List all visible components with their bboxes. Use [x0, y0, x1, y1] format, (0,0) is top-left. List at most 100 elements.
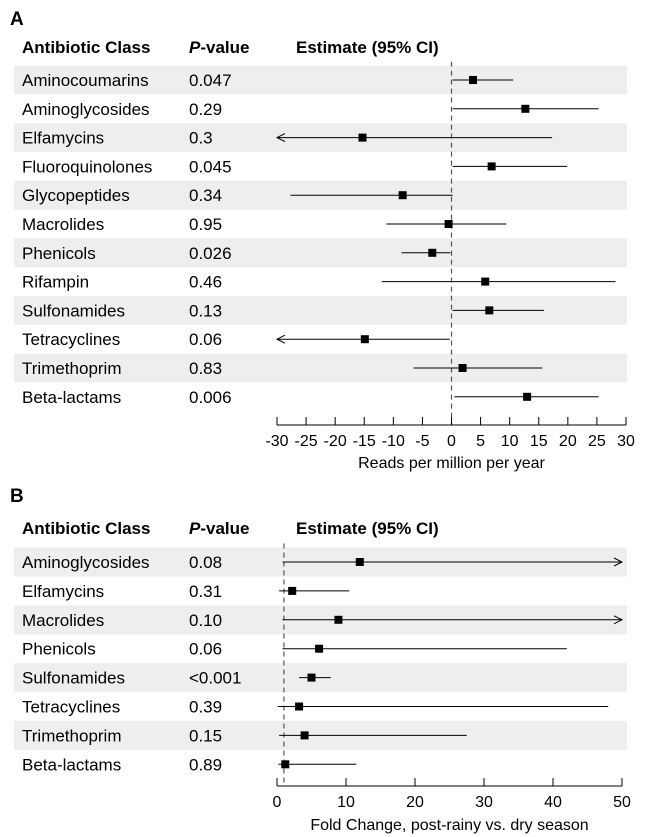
- p-value-label: 0.006: [189, 388, 232, 407]
- antibiotic-class-label: Aminoglycosides: [22, 100, 150, 119]
- x-axis-label: Fold Change, post-rainy vs. dry season: [310, 817, 588, 834]
- ci-arrow-left: [275, 133, 286, 143]
- row-band: [14, 238, 627, 268]
- x-tick-label: 30: [475, 794, 493, 811]
- antibiotic-class-label: Aminocoumarins: [22, 71, 149, 90]
- estimate-point: [355, 558, 364, 566]
- column-header-class: Antibiotic Class: [22, 38, 150, 57]
- p-value-label: <0.001: [189, 669, 241, 688]
- p-value-label: 0.34: [189, 186, 222, 205]
- antibiotic-class-label: Tetracyclines: [22, 330, 120, 349]
- antibiotic-class-label: Trimethoprim: [22, 726, 122, 745]
- x-tick-label: 50: [613, 794, 631, 811]
- antibiotic-class-label: Fluoroquinolones: [22, 157, 152, 176]
- antibiotic-class-label: Sulfonamides: [22, 669, 125, 688]
- x-tick-label: 0: [447, 433, 456, 450]
- antibiotic-class-label: Phenicols: [22, 244, 96, 263]
- row-band: [14, 65, 627, 95]
- x-tick-label: -20: [324, 433, 347, 450]
- estimate-point: [481, 277, 490, 286]
- p-value-label: 0.047: [189, 71, 232, 90]
- panel-b: B Antibiotic Class P-value Estimate (95% CI…: [10, 486, 631, 834]
- antibiotic-class-label: Macrolides: [22, 611, 104, 630]
- estimate-point: [360, 335, 369, 344]
- estimate-point: [295, 702, 304, 711]
- p-value-label: 0.83: [189, 359, 222, 378]
- x-tick-label: 10: [337, 794, 355, 811]
- antibiotic-class-label: Tetracyclines: [22, 698, 120, 717]
- p-value-label: 0.045: [189, 157, 232, 176]
- antibiotic-class-label: Elfamycins: [22, 129, 104, 148]
- estimate-point: [315, 644, 324, 653]
- p-value-label: 0.95: [189, 215, 222, 234]
- p-value-label: 0.3: [189, 129, 213, 148]
- antibiotic-class-label: Elfamycins: [22, 582, 104, 601]
- estimate-point: [469, 76, 478, 84]
- antibiotic-class-label: Rifampin: [22, 273, 89, 292]
- x-tick-label: 20: [559, 433, 577, 450]
- antibiotic-class-label: Aminoglycosides: [22, 553, 150, 572]
- x-tick-label: 10: [501, 433, 519, 450]
- estimate-point: [358, 133, 367, 142]
- p-italic: P: [189, 519, 201, 538]
- estimate-point: [523, 392, 532, 401]
- estimate-point: [458, 364, 467, 372]
- panel-label: A: [10, 9, 24, 30]
- ci-arrow-left: [275, 334, 286, 344]
- antibiotic-class-label: Trimethoprim: [22, 359, 122, 378]
- estimate-point: [521, 104, 530, 113]
- estimate-point: [300, 731, 309, 740]
- p-value-label: 0.08: [189, 553, 222, 572]
- column-header-class: Antibiotic Class: [22, 519, 150, 538]
- x-tick-label: 20: [406, 794, 424, 811]
- estimate-point: [398, 191, 407, 200]
- ci-arrow-right: [613, 557, 624, 567]
- estimate-point: [428, 248, 437, 257]
- column-header-estimate: Estimate (95% CI): [296, 519, 439, 538]
- p-value-label: 0.29: [189, 100, 222, 119]
- panel-label: B: [10, 486, 24, 507]
- antibiotic-class-label: Beta-lactams: [22, 755, 121, 774]
- x-tick-label: 40: [544, 794, 562, 811]
- p-value-label: 0.13: [189, 301, 222, 320]
- p-value-label: 0.026: [189, 244, 232, 263]
- x-tick-label: -30: [265, 433, 288, 450]
- p-value-label: 0.39: [189, 698, 222, 717]
- estimate-point: [334, 615, 343, 624]
- p-value-label: 0.31: [189, 582, 222, 601]
- x-tick-label: 15: [530, 433, 548, 450]
- p-value-label: 0.15: [189, 726, 222, 745]
- x-tick-label: 30: [617, 433, 635, 450]
- p-value-label: 0.06: [189, 640, 222, 659]
- antibiotic-class-label: Sulfonamides: [22, 301, 125, 320]
- x-tick-label: -10: [382, 433, 405, 450]
- estimate-point: [487, 162, 496, 171]
- x-tick-label: 25: [588, 433, 606, 450]
- p-value-label: 0.06: [189, 330, 222, 349]
- estimate-point: [307, 673, 316, 682]
- p-value-label: 0.46: [189, 273, 222, 292]
- estimate-point: [281, 760, 290, 769]
- column-header-p-value: P-value: [189, 519, 249, 538]
- p-suffix: -value: [200, 519, 249, 538]
- column-header-estimate: Estimate (95% CI): [296, 38, 439, 57]
- x-tick-label: 5: [476, 433, 485, 450]
- antibiotic-class-label: Macrolides: [22, 215, 104, 234]
- x-tick-label: -15: [353, 433, 376, 450]
- antibiotic-class-label: Beta-lactams: [22, 388, 121, 407]
- p-value-label: 0.10: [189, 611, 222, 630]
- antibiotic-class-label: Glycopeptides: [22, 186, 130, 205]
- p-italic: P: [189, 38, 201, 57]
- p-value-label: 0.89: [189, 755, 222, 774]
- antibiotic-class-label: Phenicols: [22, 640, 96, 659]
- panel-a: A Antibiotic Class P-value Estimate (95% CI…: [10, 9, 635, 472]
- x-tick-label: 0: [273, 794, 282, 811]
- estimate-point: [288, 586, 297, 595]
- x-tick-label: -5: [415, 433, 429, 450]
- x-tick-label: -25: [295, 433, 318, 450]
- ci-arrow-right: [613, 615, 624, 625]
- x-axis-label: Reads per million per year: [358, 455, 545, 472]
- estimate-point: [485, 306, 494, 315]
- column-header-p-value: P-value: [189, 38, 249, 57]
